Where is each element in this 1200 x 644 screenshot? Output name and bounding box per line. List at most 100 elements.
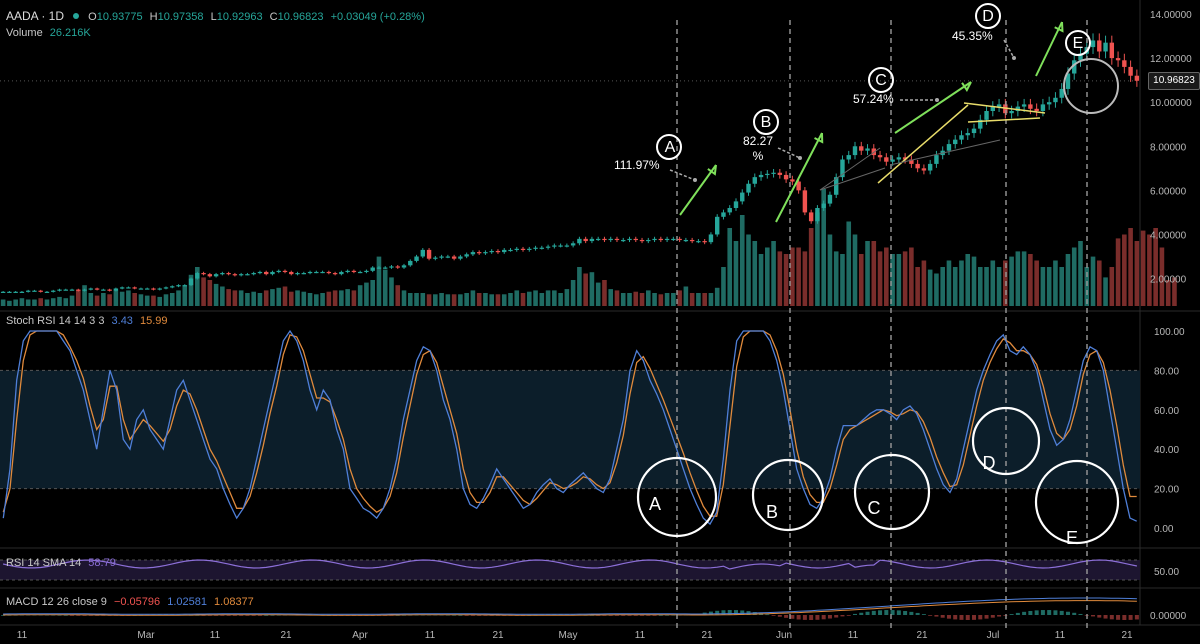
volume-bar [890, 254, 895, 306]
candle-body [608, 238, 613, 241]
volume-bar [677, 290, 682, 306]
candle-body [201, 273, 206, 275]
volume-bar [445, 294, 451, 306]
candle-body [714, 216, 720, 235]
macd-hist-bar [809, 615, 814, 620]
volume-bar [1115, 238, 1121, 306]
annotation-d-pct: 45.35% [952, 29, 993, 43]
volume-label[interactable]: Volume [6, 27, 43, 39]
volume-bar [620, 293, 626, 306]
volume-bar [1078, 241, 1083, 306]
volume-bar [1122, 234, 1127, 306]
yellow-trendline [967, 117, 1041, 123]
time-tick-label: 11 [635, 630, 646, 641]
candle-body [276, 270, 281, 273]
candle-body [733, 201, 739, 208]
volume-bar [614, 290, 620, 306]
candle-body [7, 291, 12, 293]
volume-bar [476, 293, 482, 306]
macd-label[interactable]: MACD 12 26 close 9 [6, 596, 107, 608]
volume-bar [645, 290, 651, 306]
volume-bar [796, 247, 801, 306]
candle-body [495, 250, 501, 253]
volume-bar [1153, 228, 1158, 306]
volume-bar [301, 291, 307, 306]
candle-body [708, 234, 714, 243]
volume-bar [470, 290, 476, 306]
candle-body [865, 148, 870, 151]
macd-hist-bar [1116, 615, 1121, 620]
volume-bar [996, 267, 1002, 306]
volume-bar [746, 234, 751, 306]
candle-body [846, 155, 851, 160]
macd-hist-bar [633, 615, 638, 616]
volume-bar [833, 251, 839, 306]
stoch-label[interactable]: Stoch RSI 14 14 3 3 [6, 315, 105, 327]
stoch-label-b: B [765, 502, 778, 522]
candle-body [207, 274, 213, 277]
candle-body [834, 177, 839, 195]
open-value: 10.93775 [96, 11, 143, 23]
candle-body [345, 270, 350, 273]
volume-bar [552, 290, 557, 306]
macd-hist-bar [915, 612, 920, 615]
volume-bar [965, 254, 971, 306]
volume-bar [7, 300, 12, 306]
volume-bar [727, 228, 733, 306]
volume-bar [739, 215, 745, 306]
macd-hist-bar [765, 614, 770, 616]
candle-body [151, 288, 156, 290]
candle-body [721, 212, 726, 217]
candle-body [777, 172, 783, 175]
volume-bar [702, 293, 707, 306]
candle-body [307, 271, 313, 274]
macd-hist-bar [784, 615, 789, 618]
candle-body [771, 172, 776, 174]
rsi-label[interactable]: RSI 14 SMA 14 [6, 557, 82, 569]
volume-bar [508, 293, 513, 306]
volume-bar [32, 299, 37, 306]
candle-body [1122, 60, 1127, 67]
macd-hist-bar [1097, 615, 1102, 618]
volume-bar [790, 247, 795, 306]
candle-body [238, 274, 244, 276]
volume-bar [689, 293, 695, 306]
volume-bar [583, 273, 588, 306]
candle-body [57, 289, 62, 291]
candle-body [683, 239, 689, 242]
volume-bar [132, 293, 137, 306]
macd-hist-bar [972, 615, 977, 620]
volume-bar [370, 280, 375, 306]
candle-body [445, 256, 451, 258]
volume-bar [44, 299, 50, 306]
candle-body [545, 246, 551, 248]
candle-body [890, 159, 895, 162]
candle-body [376, 267, 382, 269]
macd-hist-bar [63, 614, 68, 616]
volume-bar [19, 298, 25, 306]
macd-hist-bar [984, 615, 989, 619]
volume-bar [13, 299, 18, 306]
candle-body [1015, 106, 1021, 111]
price-tick-label: 4.00000 [1150, 230, 1187, 241]
stoch-circle [636, 456, 718, 538]
volume-bar [288, 291, 294, 306]
highlight-circle [1063, 58, 1119, 114]
macd-hist-bar [232, 615, 237, 616]
macd-tick-label: 0.00000 [1150, 611, 1187, 622]
candle-body [520, 248, 526, 250]
volume-bar [1065, 254, 1071, 306]
candle-body [94, 288, 100, 290]
symbol-label[interactable]: AADA · 1D [6, 9, 65, 23]
volume-bar [1165, 280, 1171, 306]
volume-bar [1159, 247, 1165, 306]
macd-hist-bar [1109, 615, 1114, 620]
volume-bar [815, 212, 820, 306]
macd-hist-bar [658, 614, 663, 616]
candle-body [915, 163, 920, 169]
volume-bar [314, 294, 319, 306]
macd-hist-bar [214, 615, 219, 616]
volume-bar [495, 294, 501, 306]
volume-bar [664, 293, 670, 306]
volume-header: Volume 26.216K [6, 27, 95, 39]
